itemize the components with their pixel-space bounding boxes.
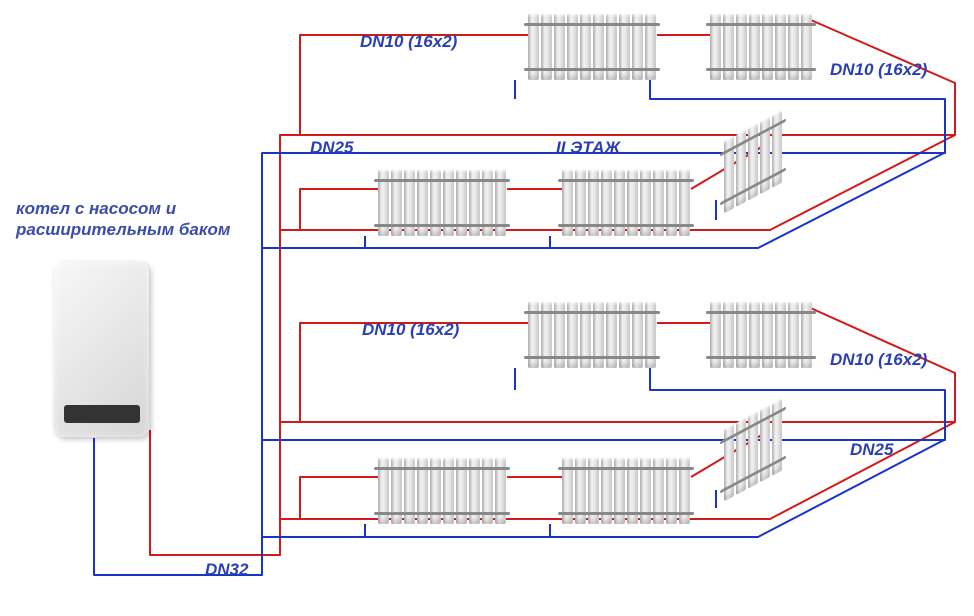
pipe-label: DN10 (16x2)	[360, 32, 457, 52]
pipe-label: DN10 (16x2)	[362, 320, 459, 340]
return-pipe	[94, 80, 945, 575]
return-pipe	[262, 368, 945, 440]
pipe-label: DN10 (16x2)	[830, 350, 927, 370]
supply-pipe	[150, 17, 955, 555]
radiator	[528, 302, 656, 368]
boiler-label: котел с насосом ирасширительным баком	[16, 198, 230, 241]
boiler	[54, 262, 149, 437]
radiator	[710, 302, 812, 368]
radiator	[378, 458, 506, 524]
boiler-control-panel	[64, 405, 140, 423]
radiator	[378, 170, 506, 236]
pipe-label: II ЭТАЖ	[556, 138, 620, 158]
radiator	[528, 14, 656, 80]
boiler-body	[54, 262, 149, 437]
pipe-label: DN32	[205, 560, 248, 580]
pipe-label: DN25	[850, 440, 893, 460]
supply-pipe	[300, 189, 378, 230]
radiator	[562, 170, 690, 236]
pipe-label: DN25	[310, 138, 353, 158]
supply-pipe	[300, 477, 378, 519]
pipe-label: DN10 (16x2)	[830, 60, 927, 80]
radiator	[562, 458, 690, 524]
radiator	[710, 14, 812, 80]
